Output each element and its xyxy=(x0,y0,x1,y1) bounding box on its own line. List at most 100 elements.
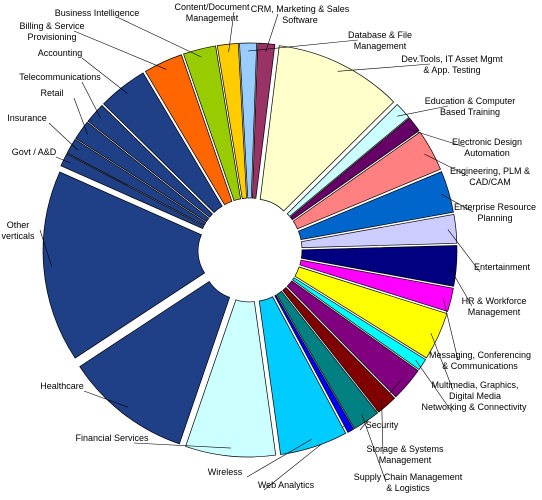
leader-line xyxy=(381,399,384,455)
leader-line xyxy=(407,128,466,148)
slice-label-line: Networking & Connectivity xyxy=(421,402,527,412)
pie-slice-business-intelligence xyxy=(183,45,242,201)
slice-label: Web Analytics xyxy=(258,480,315,490)
slice-label-line: HR & Workforce xyxy=(462,296,527,306)
leader-line xyxy=(246,438,312,478)
leader-line xyxy=(55,156,72,164)
slice-label-line: Electronic Design xyxy=(452,137,522,147)
slice-label-line: Accounting xyxy=(38,48,83,58)
leader-line xyxy=(133,442,231,449)
slice-label: Storage & Systems Management xyxy=(366,444,444,465)
slice-label: Insurance xyxy=(7,113,47,123)
pie-slice-web-analytics xyxy=(274,294,355,433)
slice-label: Database & File Management xyxy=(348,30,412,51)
slice-label-line: & App. Testing xyxy=(423,65,480,75)
slice-label-line: Digital Media xyxy=(449,391,501,401)
slice-label-line: Healthcare xyxy=(40,381,84,391)
leader-line xyxy=(73,30,167,70)
slice-label-line: Other xyxy=(7,220,30,230)
pie-slice-content-document-management xyxy=(216,42,247,199)
slice-label-line: Insurance xyxy=(7,113,47,123)
pie-slice-wireless xyxy=(258,296,347,455)
slice-label-line: Entertainment xyxy=(474,262,531,272)
pie-slice-electronic-design-automation xyxy=(289,117,420,221)
slice-label-line: verticals xyxy=(1,231,35,241)
slice-label-line: Enterprise Resource xyxy=(454,202,536,212)
slice-label-line: Content/Document xyxy=(174,2,250,12)
slice-label-line: Wireless xyxy=(208,467,243,477)
leader-line xyxy=(448,265,473,307)
pie-slice-financial-services xyxy=(185,299,277,458)
slice-label: Dev.Tools, IT Asset Mgmt & App. Testing xyxy=(401,54,503,75)
leader-line xyxy=(81,81,102,119)
pie-slice-engineering-plm-cad-cam xyxy=(292,131,441,230)
slice-label: Accounting xyxy=(38,48,83,58)
slice-label: Education & Computer Based Training xyxy=(425,96,516,117)
slice-label: Healthcare xyxy=(40,381,84,391)
leader-line xyxy=(265,13,279,52)
slice-label-line: Management xyxy=(379,455,432,465)
slice-label: Telecommunications xyxy=(19,72,101,82)
slice-label-line: Management xyxy=(186,13,239,23)
leader-line xyxy=(39,229,52,267)
slice-label-line: Security xyxy=(366,420,399,430)
leader-line xyxy=(248,39,359,52)
slice-label: Wireless xyxy=(208,467,243,477)
pie-slice-telecommunications xyxy=(87,104,213,218)
leader-line xyxy=(73,97,89,135)
slice-label: Financial Services xyxy=(75,433,149,443)
pie-slice-accounting xyxy=(103,72,223,214)
slice-label: Content/Document Management xyxy=(174,2,250,23)
pie-slice-education-computer-based-training xyxy=(286,104,410,217)
slice-label-line: Storage & Systems xyxy=(366,444,444,454)
pie-slice-dev-tools-it-asset-mgmt-app-testing xyxy=(259,45,395,212)
leader-line xyxy=(48,122,79,151)
slice-label: Other verticals xyxy=(1,220,35,241)
leader-line xyxy=(118,17,202,58)
pie-slice-entertainment xyxy=(300,213,458,249)
pie-slice-insurance xyxy=(66,138,207,226)
slice-label-line: Management xyxy=(354,41,407,51)
slice-label: CRM, Marketing & Sales Software xyxy=(251,4,350,25)
pie-slice-networking-connectivity xyxy=(292,277,427,371)
pie-slice-supply-chain-management-logistics xyxy=(276,290,379,430)
slice-label: Supply Chain Management & Logistics xyxy=(354,472,463,493)
leader-line xyxy=(337,63,431,72)
slice-label: Security xyxy=(366,420,399,430)
slice-label-line: Financial Services xyxy=(75,433,149,443)
pie-slice-messaging-conferencing-communications xyxy=(299,259,454,312)
slice-label-line: Retail xyxy=(40,88,63,98)
slice-label-line: Based Training xyxy=(440,107,500,117)
pie-slice-other-verticals xyxy=(42,171,206,359)
slice-label-line: Database & File xyxy=(348,30,412,40)
slice-label: Govt / A&D xyxy=(12,147,57,157)
slice-label-line: Messaging, Conferencing xyxy=(429,350,531,360)
slice-label: Enterprise Resource Planning xyxy=(454,202,536,223)
leader-line xyxy=(228,11,235,53)
pie-slice-billing-service-provisioning xyxy=(144,54,233,206)
pie-slice-hr-workforce-management xyxy=(300,245,458,287)
pie-slice-govt-a-d xyxy=(60,153,205,230)
slice-label-line: CRM, Marketing & Sales xyxy=(251,4,350,14)
slice-label-line: Supply Chain Management xyxy=(354,472,463,482)
slice-label: Billing & Service Provisioning xyxy=(19,21,84,42)
slice-label-line: Telecommunications xyxy=(19,72,101,82)
slice-label: Networking & Connectivity xyxy=(421,402,527,412)
leader-line xyxy=(447,229,481,273)
pie-slice-multimedia-graphics-digital-media xyxy=(294,266,448,359)
slice-label: Multimedia, Graphics, Digital Media xyxy=(431,380,518,401)
slice-label-line: & Communications xyxy=(442,361,518,371)
slice-label: Electronic Design Automation xyxy=(452,137,522,158)
slice-label-line: Provisioning xyxy=(27,32,76,42)
slice-label-line: Engineering, PLM & xyxy=(450,166,530,176)
slice-label: Messaging, Conferencing & Communications xyxy=(429,350,531,371)
slice-label: Business Intelligence xyxy=(55,8,140,18)
pie-slice-crm-marketing-sales-software xyxy=(251,42,276,199)
slice-label-line: Education & Computer xyxy=(425,96,516,106)
leader-line xyxy=(81,57,128,94)
slice-label-line: Business Intelligence xyxy=(55,8,140,18)
slice-label-line: Planning xyxy=(477,213,512,223)
pie-slice-database-file-management xyxy=(239,42,258,199)
slice-label: Retail xyxy=(40,88,63,98)
